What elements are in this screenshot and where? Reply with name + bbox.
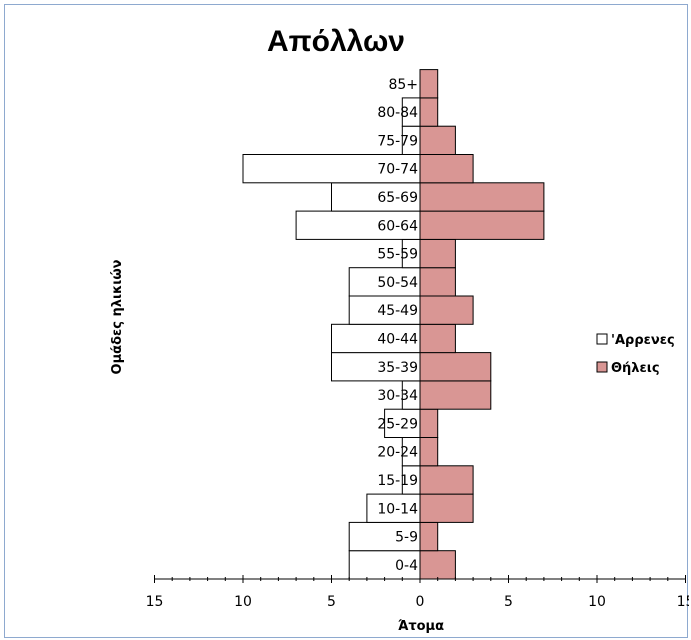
bar-females-80-84 bbox=[419, 97, 439, 127]
bar-males-65-69 bbox=[331, 182, 421, 212]
category-label: 20-24 bbox=[377, 445, 418, 461]
bar-males-25-29 bbox=[384, 408, 421, 439]
legend-label-males: 'Αρρενες bbox=[611, 333, 675, 348]
category-label: 85+ bbox=[388, 77, 418, 93]
legend-swatch-females bbox=[596, 361, 608, 373]
x-axis: 15 10 5 0 5 10 15 bbox=[146, 575, 689, 610]
bar-males-45-49 bbox=[348, 295, 421, 325]
x-tick-label: 5 bbox=[327, 594, 336, 610]
category-label: 40-44 bbox=[377, 331, 418, 347]
category-label: 10-14 bbox=[377, 501, 418, 517]
bar-females-45-49 bbox=[419, 295, 474, 325]
bar-females-55-59 bbox=[419, 238, 456, 269]
category-label: 5-9 bbox=[395, 530, 418, 546]
x-tick-label: 0 bbox=[416, 594, 425, 610]
bar-females-15-19 bbox=[419, 465, 474, 495]
category-label: 75-79 bbox=[377, 133, 418, 149]
bar-females-20-24 bbox=[419, 437, 439, 467]
bar-females-25-29 bbox=[419, 408, 439, 439]
category-label: 15-19 bbox=[377, 473, 418, 489]
category-label: 55-59 bbox=[377, 247, 418, 263]
legend: 'Αρρενες Θήλεις bbox=[596, 333, 675, 376]
bar-females-35-39 bbox=[419, 352, 492, 382]
bar-males-10-14 bbox=[366, 493, 421, 523]
bar-males-50-54 bbox=[348, 267, 421, 297]
category-label: 45-49 bbox=[377, 303, 418, 319]
x-tick-label: 15 bbox=[146, 594, 164, 610]
bar-females-85+ bbox=[419, 69, 439, 99]
category-label: 30-34 bbox=[377, 388, 418, 404]
chart-frame: Απόλλων 0-4 5-9 10-14 15-19 20-24 25-29 30-34 3… bbox=[4, 4, 689, 638]
bar-females-5-9 bbox=[419, 521, 439, 552]
category-label: 50-54 bbox=[377, 275, 418, 291]
category-label: 25-29 bbox=[377, 416, 418, 432]
x-tick-label: 10 bbox=[588, 594, 606, 610]
category-labels-group: 0-4 5-9 10-14 15-19 20-24 25-29 30-34 35-39 40-4… bbox=[377, 77, 418, 574]
bar-females-70-74 bbox=[419, 154, 474, 184]
bar-females-40-44 bbox=[419, 323, 456, 354]
y-axis-label: Ομάδες ηλικιών bbox=[110, 259, 125, 374]
category-label: 70-74 bbox=[377, 162, 418, 178]
bar-males-0-4 bbox=[348, 550, 421, 580]
legend-swatch-males bbox=[596, 333, 608, 345]
bar-females-75-79 bbox=[419, 125, 456, 155]
bar-females-10-14 bbox=[419, 493, 474, 523]
category-label: 60-64 bbox=[377, 218, 418, 234]
legend-label-females: Θήλεις bbox=[611, 361, 660, 376]
bar-females-30-34 bbox=[419, 380, 492, 410]
bar-females-60-64 bbox=[419, 210, 545, 240]
x-axis-label: Άτομα bbox=[398, 619, 444, 634]
chart-title: Απόλλων bbox=[267, 25, 405, 58]
bars-group bbox=[242, 69, 545, 580]
category-label: 0-4 bbox=[395, 558, 418, 574]
bar-females-65-69 bbox=[419, 182, 545, 212]
population-pyramid-chart: Απόλλων 0-4 5-9 10-14 15-19 20-24 25-29 30-34 3… bbox=[110, 25, 689, 634]
category-label: 65-69 bbox=[377, 190, 418, 206]
bar-females-0-4 bbox=[419, 550, 456, 580]
bar-females-50-54 bbox=[419, 267, 456, 297]
category-label: 80-84 bbox=[377, 105, 418, 121]
x-tick-label: 10 bbox=[234, 594, 252, 610]
category-label: 35-39 bbox=[377, 360, 418, 376]
x-tick-label: 15 bbox=[677, 594, 689, 610]
bar-males-70-74 bbox=[242, 154, 421, 184]
x-tick-label: 5 bbox=[504, 594, 513, 610]
